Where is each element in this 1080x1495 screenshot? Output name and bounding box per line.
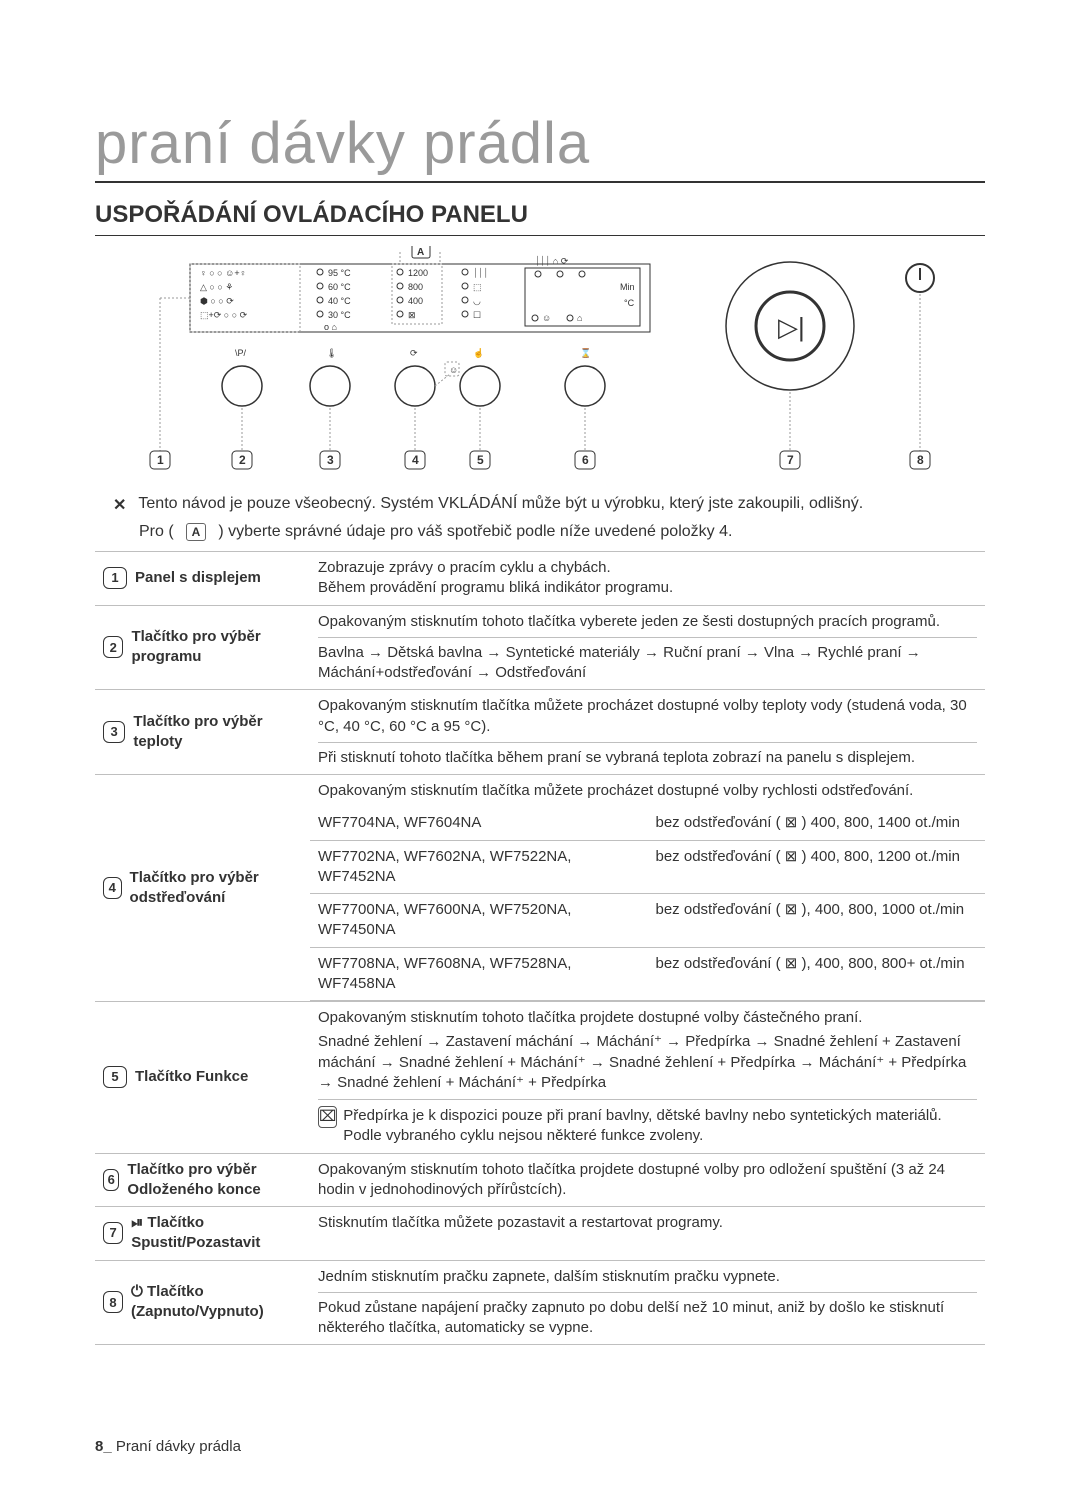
svg-text:800: 800: [408, 282, 423, 292]
svg-text:3: 3: [327, 453, 334, 467]
svg-text:▷|: ▷|: [778, 312, 805, 342]
svg-text:⬢ ○ ○ ⟳: ⬢ ○ ○ ⟳: [200, 296, 234, 306]
svg-text:⟳: ⟳: [410, 348, 418, 358]
label-a-inline: A: [186, 523, 207, 541]
table-row: 7 ⏯ Tlačítko Spustit/Pozastavit Stisknut…: [95, 1207, 985, 1261]
svg-text:30 °C: 30 °C: [328, 310, 351, 320]
svg-text:95 °C: 95 °C: [328, 268, 351, 278]
spin-models-table: WF7704NA, WF7604NAbez odstřeďování ( ⊠ )…: [310, 807, 985, 1001]
svg-text:400: 400: [408, 296, 423, 306]
row-label: Tlačítko pro výběr programu: [131, 627, 302, 668]
row-body: Opakovaným stisknutím tohoto tlačítka vy…: [310, 605, 985, 690]
svg-text:60 °C: 60 °C: [328, 282, 351, 292]
row-body: Opakovaným stisknutím tlačítka můžete pr…: [310, 775, 985, 1002]
row-number: 8: [103, 1291, 123, 1313]
row-body: Zobrazuje zprávy o pracím cyklu a chybác…: [310, 552, 985, 606]
svg-text:40 °C: 40 °C: [328, 296, 351, 306]
svg-text:🌡: 🌡: [326, 348, 337, 358]
table-row: 6 Tlačítko pro výběr Odloženého konce Op…: [95, 1153, 985, 1207]
page-footer: 8_ Praní dávky prádla: [95, 1438, 241, 1455]
row-body: Opakovaným stisknutím tlačítka můžete pr…: [310, 690, 985, 775]
svg-text:°C: °C: [624, 298, 635, 308]
svg-text:A: A: [417, 247, 424, 258]
svg-text:☺: ☺: [542, 313, 551, 323]
row-label: Tlačítko pro výběr odstřeďování: [130, 868, 302, 909]
row-number: 6: [103, 1169, 119, 1191]
row-number: 1: [103, 567, 127, 589]
table-row: 8 ⏻ Tlačítko (Zapnuto/Vypnuto) Jedním st…: [95, 1260, 985, 1345]
row-label: Tlačítko pro výběr Odloženého konce: [127, 1160, 302, 1201]
row-number: 4: [103, 877, 122, 899]
note-line-2: Pro ( A ) vyberte správné údaje pro váš …: [139, 523, 985, 541]
svg-text:⬚: ⬚: [473, 282, 482, 292]
table-row: 1 Panel s displejem Zobrazuje zprávy o p…: [95, 552, 985, 606]
row-number: 7: [103, 1222, 123, 1244]
row-number: 3: [103, 721, 125, 743]
row-label: ⏻ Tlačítko (Zapnuto/Vypnuto): [131, 1282, 302, 1323]
play-pause-icon: ⏯: [131, 1214, 143, 1231]
row-body: Stisknutím tlačítka můžete pozastavit a …: [310, 1207, 985, 1261]
svg-text:2: 2: [239, 453, 246, 467]
row-body: Jedním stisknutím pračku zapnete, dalším…: [310, 1260, 985, 1345]
row-body: Opakovaným stisknutím tohoto tlačítka pr…: [310, 1153, 985, 1207]
svg-text:1200: 1200: [408, 268, 428, 278]
svg-text:☐: ☐: [473, 310, 481, 320]
svg-text:Min: Min: [620, 282, 635, 292]
page-title: praní dávky prádla: [95, 110, 985, 183]
svg-text:o ⌂: o ⌂: [324, 322, 337, 332]
row-label: Panel s displejem: [135, 568, 261, 588]
row-number: 2: [103, 636, 123, 658]
table-row: 2 Tlačítko pro výběr programu Opakovaným…: [95, 605, 985, 690]
note-text-2a: Pro (: [139, 523, 174, 541]
svg-text:5: 5: [477, 453, 484, 467]
svg-text:⏐⏐⏐ ⌂ ⟳: ⏐⏐⏐ ⌂ ⟳: [535, 255, 569, 266]
svg-text:⏐⏐⏐: ⏐⏐⏐: [473, 267, 488, 278]
row-number: 5: [103, 1066, 127, 1088]
note-text: Tento návod je pouze všeobecný. Systém V…: [138, 495, 863, 513]
svg-text:8: 8: [917, 453, 924, 467]
svg-text:7: 7: [787, 453, 794, 467]
row-label: Tlačítko Funkce: [135, 1067, 248, 1087]
svg-text:⌂: ⌂: [577, 313, 582, 323]
svg-text:\P/: \P/: [235, 348, 247, 358]
row-label: ⏯ Tlačítko Spustit/Pozastavit: [131, 1213, 302, 1254]
svg-text:△ ○ ○ ⚘: △ ○ ○ ⚘: [200, 282, 233, 292]
row-label: Tlačítko pro výběr teploty: [133, 712, 302, 753]
svg-text:◡: ◡: [473, 296, 481, 306]
table-row: 5 Tlačítko Funkce Opakovaným stisknutím …: [95, 1002, 985, 1154]
info-icon: ⌧: [318, 1106, 337, 1128]
note-line-1: ✕ Tento návod je pouze všeobecný. Systém…: [113, 495, 985, 515]
table-row: 4 Tlačítko pro výběr odstřeďování Opakov…: [95, 775, 985, 1002]
svg-text:6: 6: [582, 453, 589, 467]
power-icon: ⏻: [131, 1283, 143, 1300]
section-subtitle: USPOŘÁDÁNÍ OVLÁDACÍHO PANELU: [95, 201, 985, 236]
note-text-2b: ) vyberte správné údaje pro váš spotřebi…: [218, 523, 732, 541]
row-body: Opakovaným stisknutím tohoto tlačítka pr…: [310, 1002, 985, 1154]
svg-text:☺: ☺: [449, 365, 458, 375]
svg-text:♀ ○ ○ ☺+♀: ♀ ○ ○ ☺+♀: [200, 268, 246, 278]
svg-text:⬚+⟳ ○ ○ ⟳: ⬚+⟳ ○ ○ ⟳: [200, 310, 248, 320]
svg-text:☝: ☝: [473, 347, 484, 359]
note-bullet-icon: ✕: [113, 495, 126, 515]
svg-text:⌛: ⌛: [580, 347, 591, 358]
controls-table: 1 Panel s displejem Zobrazuje zprávy o p…: [95, 551, 985, 1345]
svg-text:4: 4: [412, 453, 419, 467]
table-row: 3 Tlačítko pro výběr teploty Opakovaným …: [95, 690, 985, 775]
control-panel-diagram: ♀ ○ ○ ☺+♀ △ ○ ○ ⚘ ⬢ ○ ○ ⟳ ⬚+⟳ ○ ○ ⟳ 95 °…: [130, 246, 950, 481]
svg-text:⊠: ⊠: [408, 310, 416, 320]
svg-text:1: 1: [157, 453, 164, 467]
